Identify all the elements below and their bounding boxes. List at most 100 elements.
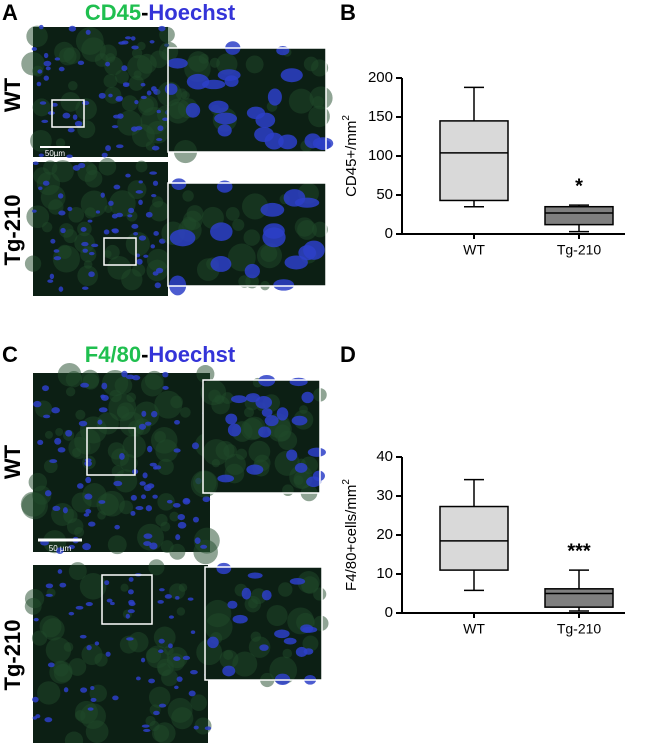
nucleus — [56, 547, 64, 554]
nucleus — [173, 656, 181, 661]
nucleus — [217, 69, 241, 81]
nucleus — [286, 449, 298, 461]
nucleus — [168, 643, 173, 649]
nucleus — [152, 271, 159, 276]
y-tick-label: 0 — [385, 604, 393, 621]
x-tick-label: WT — [463, 621, 485, 637]
nucleus — [111, 125, 119, 129]
tissue — [232, 218, 245, 232]
nucleus — [200, 544, 208, 549]
nucleus — [83, 513, 90, 517]
nucleus — [146, 90, 152, 96]
tissue — [180, 407, 191, 418]
nucleus — [44, 490, 52, 497]
nucleus — [67, 206, 73, 212]
nucleus — [140, 494, 147, 500]
tissue — [26, 25, 48, 48]
tissue — [128, 631, 149, 653]
nucleus — [38, 186, 43, 190]
y-tick-label: 100 — [368, 147, 393, 164]
nucleus — [43, 75, 49, 81]
nucleus — [222, 665, 236, 677]
tissue — [75, 27, 104, 55]
nucleus — [149, 40, 155, 44]
panel-title: CD45-Hoechst — [85, 0, 236, 25]
nucleus — [289, 377, 308, 387]
inset-frame — [202, 379, 321, 494]
tissue — [33, 167, 51, 185]
nucleus — [264, 132, 284, 150]
tissue — [299, 405, 308, 414]
nucleus — [214, 112, 238, 125]
nucleus — [57, 569, 63, 574]
tissue — [216, 53, 238, 75]
nucleus — [127, 609, 135, 614]
nucleus — [173, 448, 181, 453]
row-label: WT — [0, 77, 25, 112]
tissue — [154, 431, 167, 443]
tissue — [120, 454, 138, 472]
tissue — [247, 598, 259, 609]
nucleus — [76, 483, 84, 489]
tissue — [190, 694, 208, 712]
tissue — [37, 681, 61, 705]
nucleus — [88, 271, 95, 278]
significance: *** — [567, 540, 591, 562]
y-tick-label: 30 — [376, 487, 393, 504]
nucleus — [119, 453, 125, 460]
nucleus — [42, 414, 51, 419]
nucleus — [153, 230, 159, 236]
nucleus — [72, 114, 78, 120]
nucleus — [111, 228, 119, 233]
tissue — [260, 245, 278, 263]
nucleus — [113, 184, 121, 190]
tissue — [107, 535, 127, 555]
y-tick-label: 50 — [376, 186, 393, 203]
tissue — [133, 70, 142, 79]
tissue — [223, 649, 234, 660]
title-part: Hoechst — [148, 342, 235, 367]
tissue — [145, 647, 162, 664]
tissue — [133, 401, 160, 428]
nucleus — [225, 413, 238, 425]
tissue — [48, 199, 64, 215]
nucleus — [146, 483, 155, 489]
nucleus — [231, 395, 247, 404]
nucleus — [135, 190, 144, 194]
tissue — [160, 540, 174, 554]
nucleus — [78, 162, 86, 169]
tissue — [266, 604, 288, 627]
panel-title: F4/80-Hoechst — [85, 342, 236, 367]
nucleus — [307, 447, 326, 457]
nucleus — [84, 493, 93, 500]
tissue — [176, 607, 186, 616]
nucleus — [101, 382, 108, 390]
nucleus — [95, 210, 101, 214]
nucleus — [162, 117, 169, 122]
nucleus — [135, 506, 144, 511]
nucleus — [128, 577, 134, 582]
y-label-sup: 2 — [341, 479, 352, 485]
nucleus — [138, 199, 143, 206]
tissue — [181, 91, 190, 100]
scale-bar-label: 50µm — [45, 149, 66, 158]
tissue — [203, 439, 230, 466]
nucleus — [158, 703, 167, 708]
tissue — [97, 510, 106, 520]
tissue — [122, 434, 146, 459]
nucleus — [121, 370, 128, 378]
nucleus — [122, 83, 130, 87]
inset-frame — [167, 182, 327, 287]
tissue — [58, 47, 77, 66]
nucleus — [280, 68, 303, 83]
tissue — [65, 387, 76, 397]
nucleus — [105, 61, 111, 67]
row-label: Tg-210 — [0, 620, 25, 691]
nucleus — [217, 474, 235, 483]
nucleus — [98, 407, 108, 413]
inset-frame — [167, 47, 327, 153]
tissue — [114, 69, 129, 84]
nucleus — [97, 419, 103, 425]
micrograph — [161, 178, 328, 296]
nucleus — [62, 507, 68, 514]
